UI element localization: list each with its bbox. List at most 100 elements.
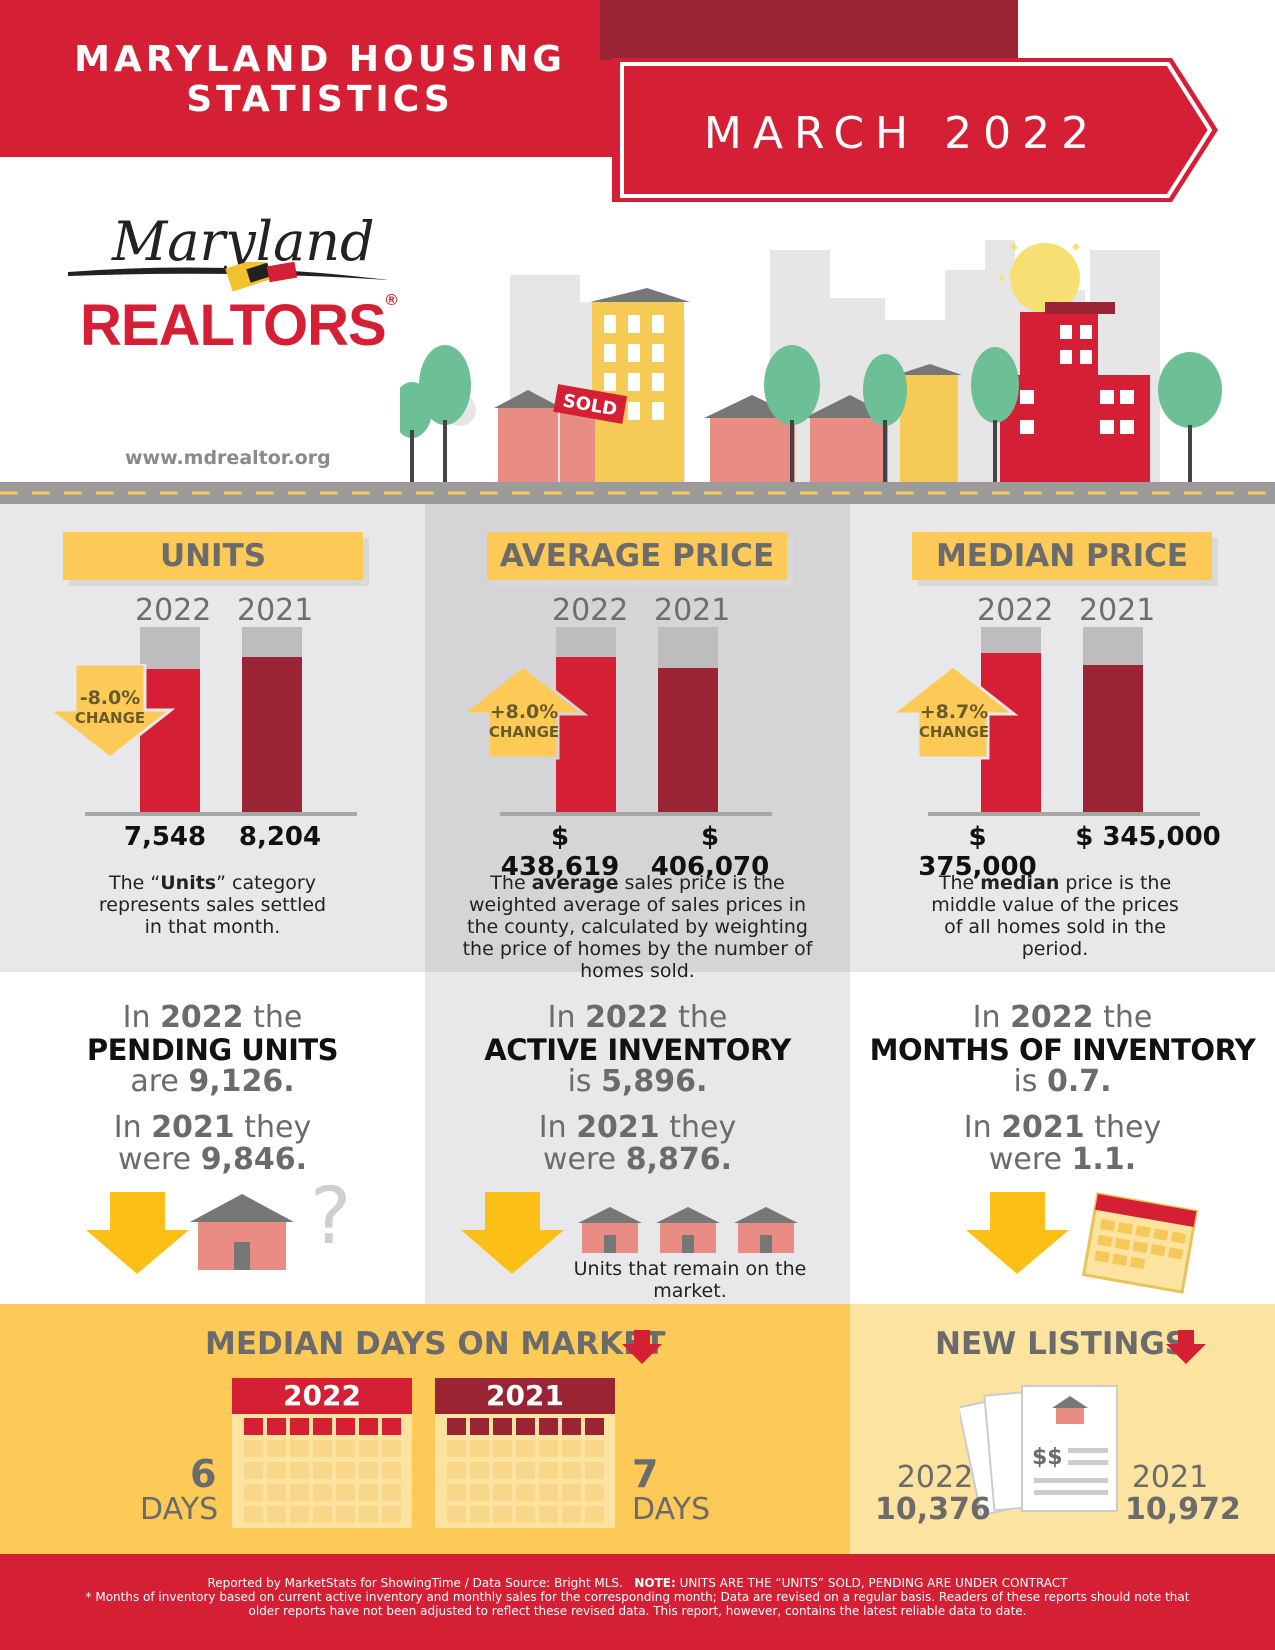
down-arrow-icon [622,1330,662,1364]
calendar-day-cell [470,1418,489,1435]
pending-value-2021: 9,846. [200,1142,307,1177]
units-bar-2021 [242,657,302,812]
months-value-2021: 1.1. [1071,1142,1137,1177]
calendar-day-cell [359,1462,378,1479]
calendar-icon [1081,1192,1199,1294]
median-year-2022: 2022 [977,593,1054,628]
active-the: the [678,1000,728,1035]
new-listings-year-2021: 2021 [1131,1460,1209,1495]
units-year-2022: 2022 [135,593,212,628]
months-year-2022: 2022 [1010,1000,1094,1035]
calendar-day-cell [470,1462,489,1479]
calendar-day-cell [244,1418,263,1435]
calendar-day-cell [585,1418,604,1435]
calendar-day-cell [516,1506,535,1523]
months-inventory-statement: In 2022 the MONTHS OF INVENTORY is 0.7. … [850,1002,1275,1176]
calendar-day-cell [493,1484,512,1501]
calendar-day-cell [539,1484,558,1501]
calendar-day-cell [290,1484,309,1501]
median-value-2022: $ 375,000 [918,822,1037,882]
calendar-day-cell [493,1462,512,1479]
calendar-day-cell [359,1440,378,1457]
calendar-day-cell [447,1484,466,1501]
avg-change-value: +8.0% [489,701,559,723]
median-price-title: MEDIAN PRICE [912,532,1212,580]
median-change-label: CHANGE [918,723,990,741]
units-change: -8.0% CHANGE [62,688,158,728]
active-in: In [547,1000,576,1035]
calendar-day-cell [562,1484,581,1501]
pending-the: the [253,1000,303,1035]
calendar-icon [232,1414,412,1528]
days-on-market-panel [0,1304,850,1554]
calendar-day-cell [447,1418,466,1435]
website-link[interactable]: www.mdrealtor.org [125,447,331,469]
calendar-day-cell [516,1418,535,1435]
calendar-day-cell [290,1506,309,1523]
calendar-day-cell [267,1418,286,1435]
calendar-day-cell [470,1506,489,1523]
pending-verb-a: are [130,1064,179,1099]
calendar-day-cell [336,1462,355,1479]
calendar-day-cell [382,1462,401,1479]
units-bar-2022 [140,669,200,812]
up-arrow-icon [458,664,588,760]
active-verb-b: were [543,1142,617,1177]
footer-source: Reported by MarketStats for ShowingTime … [207,1576,623,1590]
avg-change-label: CHANGE [488,723,560,741]
units-desc-pre: The “ [109,872,161,894]
active-inventory-note: Units that remain on the market. [573,1258,807,1302]
median-description: The median price is the middle value of … [925,872,1185,960]
avg-change: +8.0% CHANGE [476,702,572,742]
calendar-day-cell [562,1440,581,1457]
calendar-day-cell [244,1462,263,1479]
pending-in: In [122,1000,151,1035]
days-2022-value: 6 [190,1452,217,1496]
active-inventory-label: ACTIVE INVENTORY [484,1033,791,1067]
active-value-2021: 8,876. [625,1142,732,1177]
calendar-day-cell [447,1440,466,1457]
units-panel [0,504,425,972]
new-listings-value-2022: 10,376 [875,1492,991,1527]
registered-mark: ® [385,292,398,309]
units-value-2022: 7,548 [123,822,207,852]
active-inventory-statement: In 2022 the ACTIVE INVENTORY is 5,896. I… [425,1002,850,1176]
pending-year-2022: 2022 [160,1000,244,1035]
up-arrow-icon [888,664,1018,760]
calendar-day-cell [516,1484,535,1501]
calendar-day-cell [290,1440,309,1457]
calendar-day-cell [336,1440,355,1457]
footer-disclaimer: * Months of inventory based on current a… [85,1590,1190,1618]
calendar-day-cell [516,1440,535,1457]
calendar-day-cell [470,1484,489,1501]
median-year-2021: 2021 [1079,593,1156,628]
median-desc-post: price is the middle value of the prices … [931,872,1179,960]
logo-swoosh [68,262,388,292]
calendar-day-cell [470,1440,489,1457]
units-value-2021: 8,204 [238,822,322,852]
units-description: The “Units” category represents sales se… [95,872,330,938]
date-banner [612,58,1218,202]
question-icon: ? [310,1172,352,1262]
units-title: UNITS [63,532,363,580]
document-icon: $$ [960,1385,1118,1517]
calendar-day-cell [267,1506,286,1523]
calendar-day-cell [562,1462,581,1479]
units-change-label: CHANGE [74,709,146,727]
page-title-line2: STATISTICS [186,79,454,120]
median-value-2021: $ 345,000 [1075,822,1221,852]
road [0,482,1275,504]
logo-wordmark: REALTORS® [80,292,398,359]
months-inventory-label: MONTHS OF INVENTORY [869,1033,1256,1067]
calendar-day-cell [313,1462,332,1479]
new-listings-year-2022: 2022 [896,1460,974,1495]
houses-icon [578,1207,798,1253]
median-bar-2022 [981,653,1041,812]
calendar-day-cell [585,1440,604,1457]
months-verb-a: is [1013,1064,1038,1099]
calendar-day-cell [382,1506,401,1523]
footer-note-text: UNITS ARE THE “UNITS” SOLD, PENDING ARE … [679,1576,1068,1590]
active-value-2022: 5,896. [601,1064,708,1099]
header-accent [600,0,1018,60]
page-title: MARYLAND HOUSING STATISTICS [50,40,590,120]
